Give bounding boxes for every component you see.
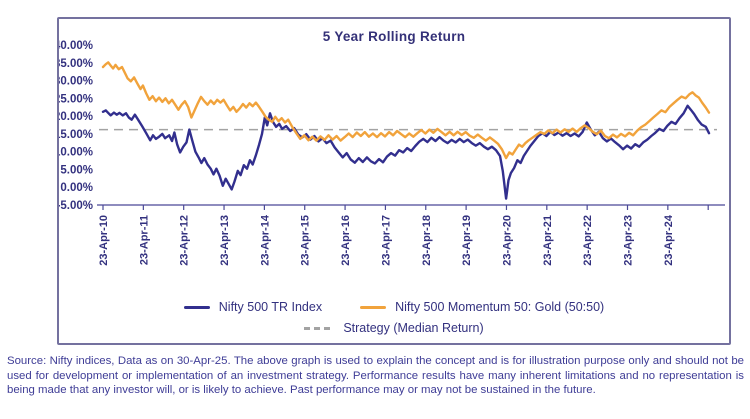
legend-item-strategy-median: Strategy (Median Return) — [304, 321, 484, 335]
x-axis-label: 23-Apr-19 — [461, 215, 473, 266]
x-axis-label: 23-Apr-18 — [421, 215, 433, 266]
chart-title: 5 Year Rolling Return — [322, 29, 466, 44]
y-axis-label: 35.00% — [59, 58, 93, 70]
rolling-return-chart-card: 5 Year Rolling Return 40.00% 35.00% 30.00%… — [57, 17, 731, 345]
x-axis-label: 23-Apr-11 — [138, 215, 150, 265]
x-axis-label: 23-Apr-22 — [582, 215, 594, 266]
dashed-line-swatch-icon — [304, 326, 335, 330]
legend-row-2: Strategy (Median Return) — [290, 321, 497, 335]
x-axis-label: 23-Apr-17 — [380, 215, 392, 266]
y-axis-label: -5.00% — [59, 200, 93, 212]
x-axis-label: 23-Apr-15 — [300, 215, 312, 266]
legend-label: Strategy (Median Return) — [343, 321, 484, 335]
y-axis-label: 25.00% — [59, 93, 93, 105]
series-line-nifty-500-tr-index — [101, 104, 711, 200]
y-axis-label: 40.00% — [59, 40, 93, 52]
gold-line-swatch-icon — [360, 305, 387, 309]
x-axis-label: 23-Apr-10 — [98, 215, 110, 266]
x-axis-label: 23-Apr-24 — [663, 214, 675, 266]
legend-label: Nifty 500 TR Index — [218, 300, 323, 314]
y-axis-label: 10.00% — [59, 147, 93, 159]
series-line-nifty-500-momentum-50-gold-50-50- — [101, 61, 711, 160]
legend-label: Nifty 500 Momentum 50: Gold (50:50) — [395, 300, 605, 314]
x-axis-label: 23-Apr-16 — [340, 215, 352, 266]
y-axis-label: 30.00% — [59, 76, 93, 88]
x-axis-label: 23-Apr-23 — [623, 215, 635, 266]
chart-legend: Nifty 500 TR Index Nifty 500 Momentum 50… — [59, 300, 729, 335]
y-axis-label: 5.00% — [60, 164, 93, 176]
x-axis-label: 23-Apr-21 — [542, 215, 554, 266]
x-axis-label: 23-Apr-14 — [259, 214, 271, 266]
x-axis-label: 23-Apr-12 — [179, 215, 191, 266]
legend-item-nifty-500-tr-index: Nifty 500 TR Index — [183, 300, 323, 314]
y-axis-label: 15.00% — [59, 129, 93, 141]
navy-line-swatch-icon — [183, 305, 210, 309]
x-axis-label: 23-Apr-20 — [501, 215, 513, 266]
rolling-return-chart: 40.00% 35.00% 30.00% 25.00% 20.00% 15.00% 10.0… — [59, 40, 725, 266]
source-disclaimer-text: Source: Nifty indices, Data as on 30-Apr… — [7, 355, 744, 397]
y-axis-label: 20.00% — [59, 111, 93, 123]
y-axis-label: 0.00% — [60, 182, 93, 194]
legend-row-1: Nifty 500 TR Index Nifty 500 Momentum 50… — [170, 300, 618, 314]
x-axis-label: 23-Apr-13 — [219, 215, 231, 266]
legend-item-momentum-gold: Nifty 500 Momentum 50: Gold (50:50) — [360, 300, 604, 314]
